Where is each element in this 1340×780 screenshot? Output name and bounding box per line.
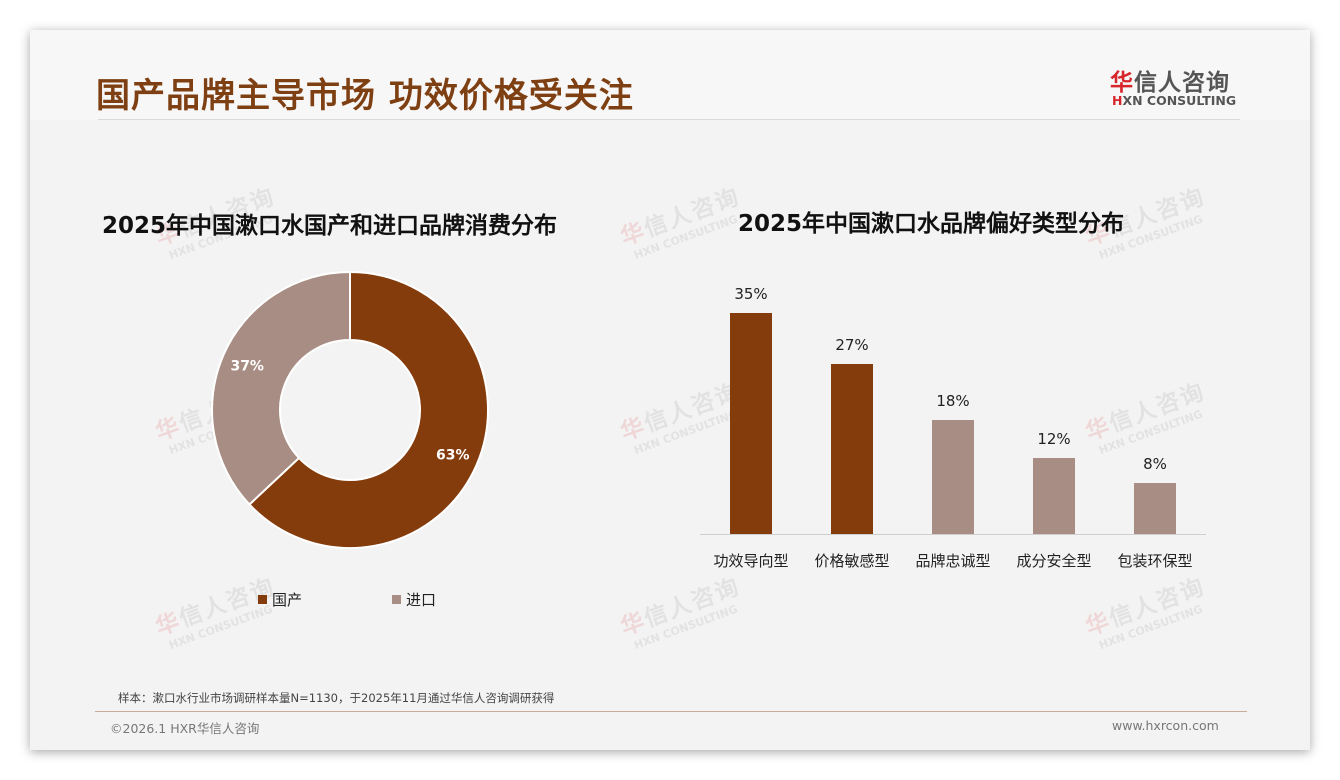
- logo-cn-rest: 信人咨询: [1134, 70, 1230, 96]
- bar-category-label: 价格敏感型: [814, 552, 890, 570]
- bar-data-label: 35%: [734, 285, 768, 303]
- bar: [831, 364, 873, 534]
- bar-data-label: 8%: [1143, 455, 1167, 473]
- logo-cn: 华信人咨询: [1110, 63, 1230, 97]
- company-logo: 华信人咨询 HXN CONSULTING: [1110, 63, 1250, 113]
- header-band: [30, 30, 1310, 120]
- bar-chart-title: 2025年中国漱口水品牌偏好类型分布: [738, 211, 1125, 237]
- website-link[interactable]: www.hxrcon.com: [1112, 718, 1219, 733]
- x-axis-line: [700, 534, 1206, 535]
- bar: [1134, 483, 1176, 534]
- legend-label-domestic: 国产: [272, 591, 303, 609]
- bar-category-label: 品牌忠诚型: [915, 552, 991, 570]
- bar: [932, 420, 974, 534]
- bar-chart: 35% 功效导向型 27% 价格敏感型 18% 品牌忠诚型 12% 成分安全型 8% 包装环保型: [700, 270, 1210, 590]
- slide: 华信人咨询 HXN CONSULTING 华信人咨询 HXN CONSULTING 华信…: [30, 30, 1310, 750]
- bar-data-label: 27%: [835, 336, 869, 354]
- copyright: ©2026.1 HXR华信人咨询: [110, 721, 260, 736]
- bar: [730, 313, 772, 534]
- header-divider: [98, 119, 1240, 120]
- logo-en-rest: XN CONSULTING: [1122, 93, 1237, 108]
- logo-en-first: H: [1112, 93, 1123, 108]
- legend-swatch-domestic: [258, 595, 267, 604]
- bar-data-label: 12%: [1037, 430, 1071, 448]
- bar-category-label: 功效导向型: [713, 552, 789, 570]
- legend-label-imported: 进口: [406, 591, 437, 609]
- bar-data-label: 18%: [936, 392, 970, 410]
- legend-item-imported: 进口: [392, 589, 436, 610]
- page-title: 国产品牌主导市场 功效价格受关注: [96, 76, 634, 116]
- donut-segment-imported: [211, 270, 351, 506]
- donut-data-label: 63%: [436, 447, 470, 463]
- legend-swatch-imported: [392, 595, 401, 604]
- bar: [1033, 458, 1075, 534]
- donut-data-label: 37%: [230, 359, 264, 375]
- donut-chart: 63% 37%: [211, 270, 489, 549]
- bar-category-label: 包装环保型: [1117, 552, 1193, 570]
- bar-category-label: 成分安全型: [1016, 552, 1092, 570]
- sample-note: 样本：漱口水行业市场调研样本量N=1130，于2025年11月通过华信人咨询调研…: [118, 691, 555, 705]
- legend-item-domestic: 国产: [258, 589, 302, 610]
- donut-segment-domestic: [247, 270, 489, 549]
- footer-divider: [95, 711, 1247, 712]
- donut-chart-title: 2025年中国漱口水国产和进口品牌消费分布: [102, 213, 558, 239]
- logo-cn-first: 华: [1110, 70, 1134, 96]
- logo-en: HXN CONSULTING: [1112, 93, 1236, 108]
